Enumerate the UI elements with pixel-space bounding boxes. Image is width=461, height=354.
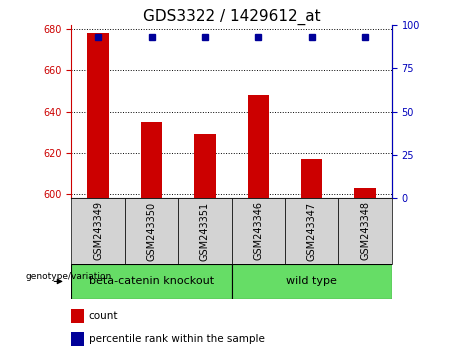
Bar (71, 332, 83, 346)
Text: GSM243347: GSM243347 (307, 201, 317, 261)
Bar (194, 134, 216, 198)
Text: GSM243351: GSM243351 (200, 201, 210, 261)
FancyBboxPatch shape (178, 198, 231, 264)
FancyBboxPatch shape (125, 198, 178, 264)
Text: beta-catenin knockout: beta-catenin knockout (89, 276, 214, 286)
Text: GSM243348: GSM243348 (360, 201, 370, 261)
Text: GSM243346: GSM243346 (254, 201, 263, 261)
Text: GSM243349: GSM243349 (93, 201, 103, 261)
Bar (355, 188, 376, 198)
Text: genotype/variation: genotype/variation (25, 272, 111, 281)
Title: GDS3322 / 1429612_at: GDS3322 / 1429612_at (143, 8, 320, 25)
FancyBboxPatch shape (231, 264, 392, 299)
FancyBboxPatch shape (71, 198, 125, 264)
Bar (88, 33, 109, 198)
Bar (301, 159, 322, 198)
FancyBboxPatch shape (231, 198, 285, 264)
FancyBboxPatch shape (285, 198, 338, 264)
FancyBboxPatch shape (71, 264, 231, 299)
Text: percentile rank within the sample: percentile rank within the sample (89, 334, 265, 344)
Bar (248, 95, 269, 198)
Text: count: count (89, 311, 118, 321)
Bar (141, 122, 162, 198)
Bar (71, 309, 83, 323)
Text: GSM243350: GSM243350 (147, 201, 157, 261)
Text: wild type: wild type (286, 276, 337, 286)
FancyBboxPatch shape (338, 198, 392, 264)
